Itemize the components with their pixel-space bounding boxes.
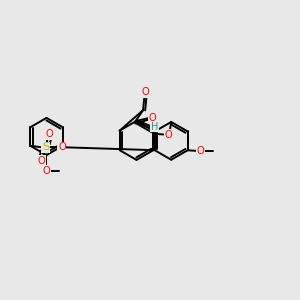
Text: O: O [196, 146, 204, 156]
Text: H: H [151, 122, 158, 132]
Text: O: O [43, 166, 50, 176]
Text: O: O [38, 155, 46, 166]
Text: S: S [42, 142, 49, 152]
Text: O: O [164, 130, 172, 140]
Text: O: O [45, 129, 53, 139]
Text: O: O [141, 87, 149, 97]
Text: O: O [148, 113, 156, 123]
Text: O: O [58, 142, 66, 152]
